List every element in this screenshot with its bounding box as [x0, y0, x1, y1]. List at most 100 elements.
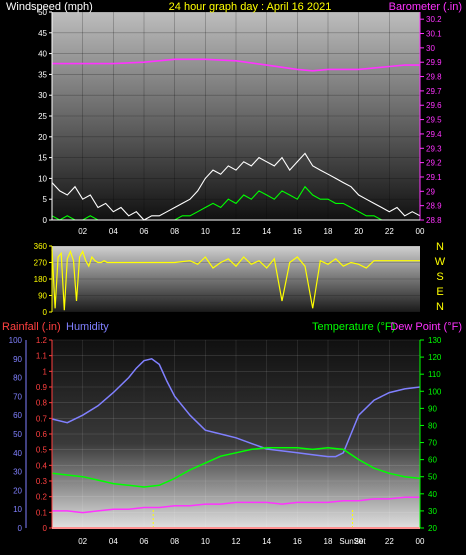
baro-right-tick: 29.9 — [426, 58, 442, 67]
temp-right-tick: 120 — [428, 353, 442, 362]
rain-tick: 1.2 — [36, 336, 48, 345]
dir-compass-letter: W — [435, 256, 446, 268]
dir-compass-letter: E — [436, 286, 443, 298]
temp-right-tick: 40 — [428, 490, 437, 499]
temp-right-tick: 100 — [428, 387, 442, 396]
baro-right-tick: 30 — [426, 44, 435, 53]
series-temperature — [51, 446, 421, 488]
temp-right-tick: 90 — [428, 404, 437, 413]
baro-right-tick: 28.9 — [426, 202, 442, 211]
rain-ylabel: Rainfall (.in) — [2, 321, 61, 333]
wind-x-tick: 04 — [109, 227, 118, 236]
baro-right-tick: 29.6 — [426, 101, 442, 110]
rain-tick: 1.1 — [36, 352, 48, 361]
dir-compass-letter: S — [436, 271, 443, 283]
humidity-tick: 30 — [13, 468, 22, 477]
wind-x-tick: 18 — [324, 227, 333, 236]
wind-x-tick: 16 — [293, 227, 302, 236]
baro-right-tick: 30.1 — [426, 30, 442, 39]
baro-right-tick: 28.8 — [426, 216, 442, 225]
dir-left-tick: 360 — [34, 242, 48, 251]
temp-x-tick: 14 — [262, 537, 271, 546]
wind-left-tick: 10 — [38, 174, 47, 183]
temp-x-tick: 08 — [170, 537, 179, 546]
rain-tick: 1 — [43, 367, 48, 376]
rain-tick: 0.4 — [36, 461, 48, 470]
temp-right-tick: 20 — [428, 524, 437, 533]
wind-x-tick: 20 — [354, 227, 363, 236]
temp-x-tick: 20 — [354, 537, 363, 546]
wind-left-tick: 25 — [38, 112, 47, 121]
baro-right-tick: 29.5 — [426, 116, 442, 125]
wind-x-tick: 06 — [140, 227, 149, 236]
wind-left-tick: 0 — [43, 216, 48, 225]
wind-left-tick: 30 — [38, 91, 47, 100]
wind-left-tick: 40 — [38, 50, 47, 59]
dewpoint-ylabel: Dew Point (°F) — [390, 321, 462, 333]
humidity-tick: 90 — [13, 355, 22, 364]
series-wind-direction — [51, 249, 420, 311]
wind-x-tick: 10 — [201, 227, 210, 236]
rain-tick: 0.8 — [36, 399, 48, 408]
series-gust — [51, 152, 421, 221]
temp-panel-bg — [52, 340, 420, 528]
temp-x-tick: 18 — [324, 537, 333, 546]
wind-left-tick: 35 — [38, 70, 47, 79]
wind-x-tick: 22 — [385, 227, 394, 236]
temp-right-tick: 60 — [428, 456, 437, 465]
humidity-tick: 20 — [13, 486, 22, 495]
rain-tick: 0.3 — [36, 477, 48, 486]
dir-compass-letter: N — [436, 241, 444, 253]
temp-right-tick: 50 — [428, 473, 437, 482]
wind-x-tick: 12 — [232, 227, 241, 236]
temp-right-tick: 110 — [428, 370, 441, 379]
wind-x-tick: 08 — [170, 227, 179, 236]
baro-right-tick: 29.7 — [426, 87, 442, 96]
temp-ylabel: Temperature (°F) — [312, 321, 395, 333]
wind-ylabel: Windspeed (mph) — [6, 1, 93, 13]
humidity-tick: 50 — [13, 430, 22, 439]
baro-right-tick: 29.1 — [426, 173, 442, 182]
temp-x-tick: 06 — [140, 537, 149, 546]
dir-compass-letter: N — [436, 301, 444, 313]
wind-left-tick: 45 — [38, 29, 47, 38]
temp-right-tick: 30 — [428, 507, 437, 516]
temp-x-tick: 12 — [232, 537, 241, 546]
rain-tick: 0.6 — [36, 430, 48, 439]
humidity-tick: 10 — [13, 505, 22, 514]
wind-left-tick: 5 — [43, 195, 48, 204]
humidity-tick: 0 — [18, 524, 23, 533]
temp-x-tick: 22 — [385, 537, 394, 546]
humidity-tick: 80 — [13, 374, 22, 383]
baro-right-tick: 29.4 — [426, 130, 442, 139]
wind-x-tick: 00 — [416, 227, 425, 236]
dir-panel-bg — [52, 246, 420, 312]
rain-tick: 0.9 — [36, 383, 48, 392]
sunset-label: SunSet — [339, 537, 366, 546]
wind-left-tick: 50 — [38, 8, 47, 17]
temp-right-tick: 130 — [428, 336, 442, 345]
rain-tick: 0 — [43, 524, 48, 533]
temp-x-tick: 02 — [78, 537, 87, 546]
rain-tick: 0.5 — [36, 446, 48, 455]
temp-right-tick: 70 — [428, 439, 437, 448]
baro-right-tick: 29 — [426, 187, 435, 196]
temp-x-tick: 00 — [416, 537, 425, 546]
temp-x-tick: 10 — [201, 537, 210, 546]
chart-title: 24 hour graph day : April 16 2021 — [169, 1, 332, 13]
humidity-tick: 100 — [9, 336, 23, 345]
rain-tick: 0.1 — [36, 508, 48, 517]
wind-x-tick: 14 — [262, 227, 271, 236]
series-dew-point — [52, 496, 420, 514]
humidity-tick: 40 — [13, 449, 22, 458]
baro-right-tick: 29.2 — [426, 159, 442, 168]
dir-left-tick: 0 — [43, 308, 48, 317]
baro-right-tick: 30.2 — [426, 15, 442, 24]
dir-left-tick: 270 — [34, 259, 48, 268]
baro-right-tick: 29.8 — [426, 73, 442, 82]
humidity-tick: 60 — [13, 411, 22, 420]
series-humidity — [51, 357, 421, 458]
wind-x-tick: 02 — [78, 227, 87, 236]
